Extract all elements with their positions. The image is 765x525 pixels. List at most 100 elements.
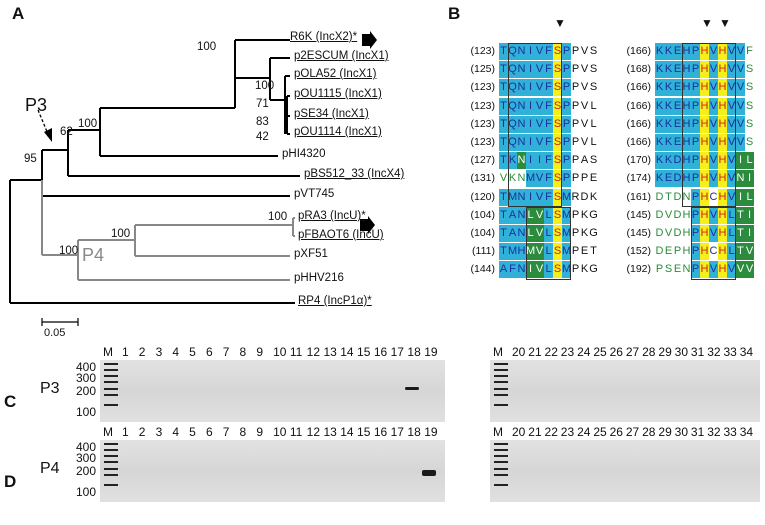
- lane-number: 7: [222, 345, 230, 359]
- lane-number: 30: [674, 345, 689, 359]
- lane-number: 11: [289, 425, 303, 439]
- lane-number: 2: [138, 425, 146, 439]
- gel-image: [490, 440, 760, 502]
- alignment-position: (166): [626, 99, 651, 112]
- alignment-sequence: T AN L V L SMP KG: [499, 225, 598, 242]
- motif-box: [526, 206, 571, 280]
- alignment-sequence: TQN I V F S P P V S: [499, 61, 598, 79]
- lane-number: 3: [155, 425, 163, 439]
- lane-number: 22: [544, 345, 558, 359]
- lane-number: 6: [205, 425, 213, 439]
- alignment-position: (174): [626, 172, 651, 185]
- sequence-alignment: (123) TQN I V F S P P V S (125) TQN I V F S P P V S (123) TQN…: [455, 16, 760, 310]
- taxon-label: pVT745: [294, 188, 335, 200]
- alignment-position: (166): [626, 117, 651, 130]
- panel-letter-d: D: [4, 472, 17, 491]
- bootstrap-value: 100: [78, 118, 98, 130]
- alignment-sequence: TQN I V F S P P V L: [499, 115, 598, 133]
- alignment-position: (123): [470, 99, 495, 112]
- ladder-band: [494, 404, 508, 406]
- lane-number: 5: [189, 345, 196, 359]
- ladder-band: [494, 474, 508, 476]
- pcr-product-band: [405, 387, 420, 390]
- ladder-band: [494, 455, 508, 457]
- lane-number: 3: [155, 345, 163, 359]
- p3-label: P3: [25, 95, 48, 115]
- bootstrap-value: 95: [24, 153, 37, 165]
- lane-number: 16: [373, 425, 388, 439]
- alignment-sequence: T KN I I F S P P A S: [499, 152, 598, 170]
- marker-lane-label: M: [103, 345, 113, 359]
- lane-number: 4: [172, 425, 180, 439]
- marker-lane-label: M: [493, 425, 503, 439]
- r6k-arrow-icon: [362, 31, 377, 49]
- lane-number: 8: [239, 425, 247, 439]
- lane-number: 2: [138, 345, 146, 359]
- alignment-sequence: TQN I V F S P P V S: [499, 43, 598, 60]
- lane-number: 31: [690, 345, 705, 359]
- ladder-band: [104, 461, 118, 463]
- conserved-site-marker: ▼: [554, 16, 566, 30]
- lane-number: 12: [306, 425, 321, 439]
- lane-number: 24: [577, 345, 591, 359]
- panel-letter-c: C: [4, 392, 17, 411]
- alignment-sequence: TMHMV L SMP E T: [499, 243, 598, 261]
- lane-number: 19: [424, 425, 438, 439]
- lane-number: 27: [625, 425, 640, 439]
- alignment-position: (123): [470, 136, 495, 148]
- ladder-band: [494, 449, 508, 451]
- gel-row-label: P3: [40, 380, 60, 397]
- lane-number: 32: [707, 345, 721, 359]
- lane-number: 10: [273, 425, 287, 439]
- alignment-position: (166): [626, 136, 651, 148]
- alignment-position: (161): [626, 190, 651, 203]
- gel-image: [100, 360, 445, 422]
- alignment-sequence: K KDHPHVHV I L: [655, 152, 754, 170]
- pra3-arrow-icon: [360, 216, 375, 234]
- alignment-sequence: TMN I V F SMRDK: [499, 188, 598, 206]
- ladder-size-label: 100: [75, 405, 96, 419]
- lane-number: 29: [658, 425, 672, 439]
- lane-number: 10: [273, 345, 287, 359]
- alignment-sequence: K K EHPHVHV V F: [655, 43, 754, 60]
- taxon-label: pBS512_33 (IncX4): [304, 168, 405, 180]
- lane-number: 17: [390, 425, 404, 439]
- alignment-position: (120): [470, 190, 495, 203]
- alignment-position: (145): [626, 208, 651, 221]
- alignment-sequence: DE PHPHCH L T V: [655, 243, 754, 261]
- alignment-sequence: K K EHPHVHV V S: [655, 79, 754, 97]
- alignment-sequence: A F N I V L SMP KG: [499, 261, 598, 279]
- ladder-size-label: 400: [75, 440, 96, 454]
- lane-number: 26: [609, 345, 623, 359]
- lane-number: 29: [658, 345, 672, 359]
- taxon-label: p2ESCUM (IncX1): [294, 50, 389, 62]
- marker-lane-label: M: [103, 425, 113, 439]
- lane-number: 1: [122, 345, 129, 359]
- ladder-band: [494, 369, 508, 371]
- alignment-sequence: DVDHPHVH L T I: [655, 225, 754, 242]
- lane-number: 12: [306, 345, 321, 359]
- gel-row-label: P4: [40, 460, 60, 477]
- lane-number: 27: [625, 345, 640, 359]
- scale-label: 0.05: [44, 327, 66, 339]
- ladder-band: [104, 369, 118, 371]
- ladder-band: [104, 381, 118, 383]
- lane-number: 20: [512, 345, 526, 359]
- ladder-band: [494, 375, 508, 377]
- ladder-band: [494, 461, 508, 463]
- lane-number: 16: [373, 345, 388, 359]
- pcr-product-band: [422, 470, 437, 476]
- alignment-sequence: D T DNPHCHV I L: [655, 188, 754, 206]
- taxon-label: pXF51: [294, 248, 328, 260]
- panel-letter-b: B: [448, 4, 461, 23]
- alignment-sequence: DVDHPHVH L T I: [655, 206, 754, 224]
- alignment-sequence: V KNMV F S P P P E: [499, 170, 598, 188]
- lane-number: 9: [256, 345, 263, 359]
- lane-number: 26: [609, 425, 623, 439]
- alignment-sequence: K K EHPHVHV V S: [655, 97, 754, 115]
- lane-number: 31: [690, 425, 705, 439]
- lane-number: 30: [674, 425, 689, 439]
- alignment-position: (192): [626, 263, 651, 276]
- alignment-position: (123): [470, 81, 495, 94]
- alignment-position: (168): [626, 63, 651, 76]
